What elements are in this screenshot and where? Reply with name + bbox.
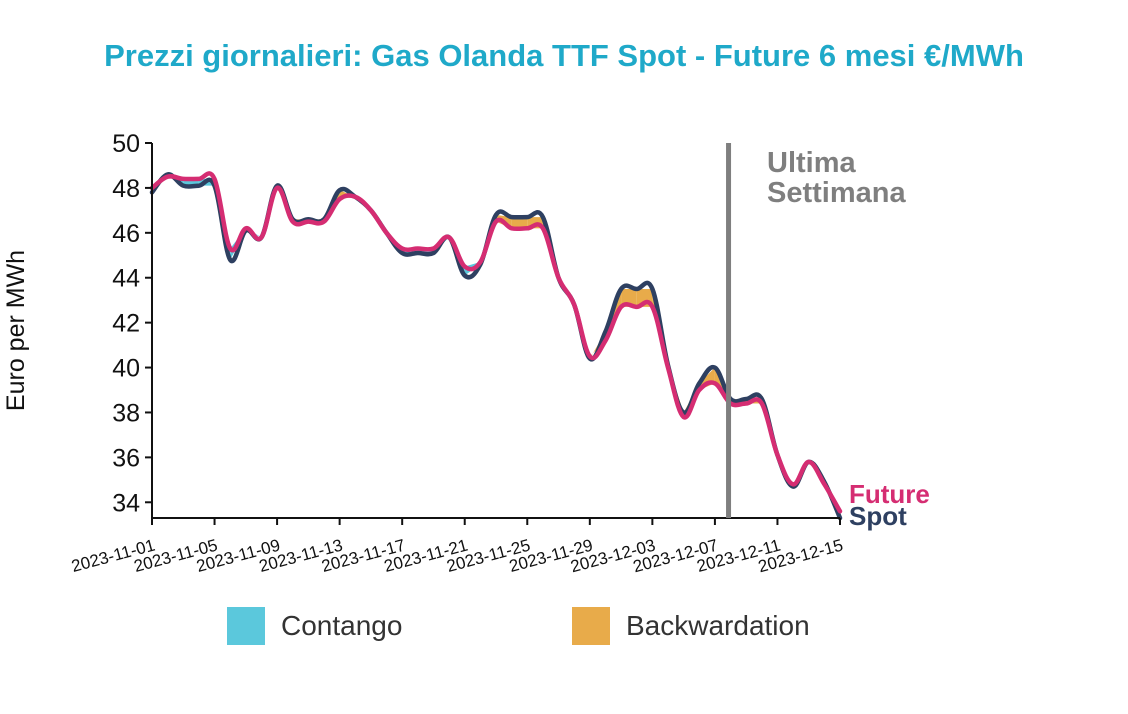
end-label-spot: Spot	[849, 501, 907, 531]
series-line-future	[149, 171, 843, 514]
y-tick-label: 50	[112, 130, 140, 158]
week-marker-label: Settimana	[767, 177, 906, 209]
y-tick-label: 34	[112, 489, 140, 517]
y-tick-label: 42	[112, 310, 140, 338]
chart-title: Prezzi giornalieri: Gas Olanda TTF Spot …	[104, 38, 1024, 73]
week-marker-label: Ultima	[767, 147, 857, 179]
series-line-spot	[149, 172, 843, 521]
backwardation-swatch	[572, 607, 610, 645]
legend-backwardation-label: Backwardation	[626, 610, 810, 641]
spread-fill-segment	[589, 331, 606, 359]
end-label-future: Future	[849, 479, 930, 509]
spread-fill-segment	[511, 217, 528, 229]
contango-swatch	[227, 607, 265, 645]
y-tick-label: 46	[112, 220, 140, 248]
y-tick-label: 44	[112, 265, 140, 293]
axes: 3436384042444648502023-11-012023-11-0520…	[2, 130, 845, 576]
legend-contango-label: Contango	[281, 610, 403, 641]
y-axis-title: Euro per MWh	[2, 250, 30, 411]
y-tick-label: 40	[112, 355, 140, 383]
legend-contango: Contango	[227, 607, 402, 645]
y-tick-label: 36	[112, 444, 140, 472]
series-lines	[149, 171, 843, 521]
spread-fills	[152, 174, 840, 518]
y-tick-label: 48	[112, 175, 140, 203]
y-tick-label: 38	[112, 399, 140, 427]
legend-backwardation: Backwardation	[572, 607, 810, 645]
